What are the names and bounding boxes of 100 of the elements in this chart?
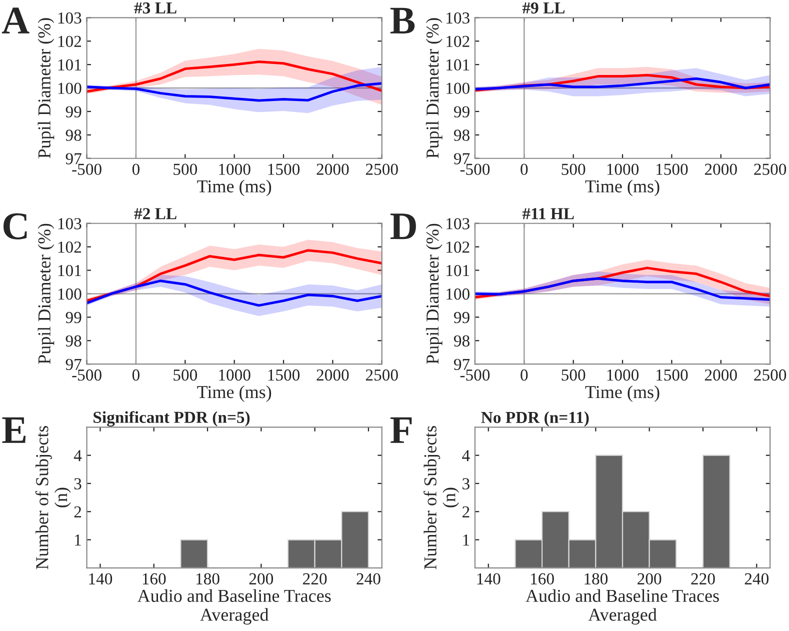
line-series: [86, 280, 382, 307]
y-tick-label: 101: [58, 264, 81, 276]
y-tick-label: 2: [462, 506, 470, 518]
y-tick-label: 101: [446, 264, 470, 276]
line-series: [86, 82, 382, 102]
x-tick-label: 160: [142, 573, 166, 584]
x-tick-label: 1000: [219, 369, 250, 381]
x-tick-label: 160: [531, 573, 554, 584]
text: E: [2, 417, 26, 443]
y-tick-label: 102: [446, 36, 470, 48]
x-tick-label: 500: [174, 164, 198, 175]
x-tick-label: 0: [520, 369, 528, 381]
y-axis-title: Pupil Diameter (%): [38, 224, 54, 364]
x-axis-title: Time (ms): [197, 180, 272, 196]
x-tick-label: 180: [584, 573, 608, 584]
x-axis-title: Time (ms): [197, 385, 272, 402]
chart-title: #9 LL: [522, 2, 565, 14]
y-tick-label: 3: [74, 478, 82, 490]
chart-title: No PDR (n=11): [481, 411, 589, 426]
y-tick-label: 101: [446, 59, 470, 71]
chart-title: #11 HL: [522, 208, 574, 220]
x-tick-label: 1000: [219, 164, 250, 175]
line-series: [86, 60, 382, 93]
x-tick-label: -500: [460, 369, 490, 381]
line-series: [474, 277, 770, 301]
y-axis-title: Pupil Diameter (%): [426, 224, 442, 364]
y-tick-label: 98: [454, 130, 470, 141]
x-tick-label: 2000: [704, 369, 737, 381]
y-tick-label: 100: [58, 288, 82, 300]
y-tick-label: 103: [446, 218, 470, 230]
y-tick-label: 2: [74, 506, 82, 518]
x-tick-label: 2500: [366, 369, 398, 381]
y-tick-label: 98: [66, 335, 82, 347]
y-tick-label: 103: [58, 12, 82, 24]
y-tick-label: 102: [58, 242, 82, 253]
x-tick-label: 140: [89, 573, 112, 584]
x-tick-label: 140: [477, 573, 500, 584]
y-tick-label: 103: [446, 12, 470, 24]
y-tick-label: 97: [454, 358, 470, 370]
text: A: [2, 8, 30, 34]
y-tick-label: 103: [58, 218, 82, 230]
x-tick-label: -500: [460, 164, 490, 175]
chart-title: #2 LL: [134, 208, 176, 220]
x-tick-label: 1500: [656, 369, 688, 381]
x-axis-title: Time (ms): [585, 180, 660, 196]
text: C: [3, 213, 27, 240]
y-tick-label: 98: [454, 335, 470, 347]
y-tick-label: 100: [446, 288, 470, 300]
y-tick-label: 99: [454, 312, 470, 324]
x-tick-label: 2000: [316, 369, 349, 381]
x-tick-label: 0: [520, 164, 528, 175]
y-axis-title: Number of Subjects (n): [35, 426, 71, 570]
x-tick-label: 1500: [268, 369, 300, 381]
x-tick-label: 1500: [268, 164, 300, 175]
y-tick-label: 4: [74, 450, 82, 462]
x-tick-label: 240: [356, 573, 380, 584]
x-tick-label: 2500: [366, 164, 398, 175]
x-tick-label: 500: [562, 369, 586, 381]
y-tick-label: 1: [463, 534, 470, 546]
x-tick-label: 2000: [316, 164, 349, 175]
y-axis-title: Pupil Diameter (%): [426, 18, 442, 158]
x-axis-title: Audio and Baseline Traces Averaged: [137, 589, 331, 625]
y-tick-label: 102: [446, 242, 470, 253]
x-tick-label: 0: [132, 164, 140, 175]
y-tick-label: 100: [58, 82, 82, 94]
line-series: [474, 77, 770, 90]
x-tick-label: 180: [196, 573, 220, 584]
x-tick-label: 220: [303, 573, 327, 584]
y-tick-label: 97: [454, 153, 470, 164]
x-tick-label: 200: [638, 573, 662, 584]
text: B: [390, 8, 415, 34]
x-tick-label: 240: [744, 573, 769, 584]
y-tick-label: 4: [462, 450, 470, 462]
x-tick-label: 0: [132, 369, 140, 381]
y-tick-label: 97: [66, 153, 82, 164]
y-tick-label: 99: [66, 312, 82, 324]
x-tick-label: 220: [691, 573, 715, 584]
x-tick-label: -500: [72, 164, 102, 175]
x-tick-label: 2000: [704, 164, 737, 175]
x-tick-label: 200: [249, 573, 274, 584]
x-axis-title: Time (ms): [585, 385, 660, 402]
y-tick-label: 99: [454, 106, 470, 118]
y-axis-title: Pupil Diameter (%): [38, 18, 54, 158]
x-tick-label: 1500: [656, 164, 688, 175]
x-tick-label: 1000: [607, 369, 639, 381]
x-tick-label: 500: [174, 369, 198, 381]
x-tick-label: 1000: [607, 164, 639, 175]
y-tick-label: 99: [66, 106, 82, 118]
text: D: [390, 214, 416, 240]
x-tick-label: 500: [562, 164, 586, 175]
y-tick-label: 97: [66, 358, 82, 370]
y-tick-label: 1: [75, 534, 81, 546]
x-tick-label: 2500: [754, 164, 786, 175]
y-tick-label: 98: [66, 130, 82, 141]
x-tick-label: 2500: [754, 369, 786, 381]
chart-title: #3 LL: [134, 2, 176, 14]
chart-title: Significant PDR (n=5): [94, 411, 250, 426]
text: F: [390, 417, 412, 443]
y-tick-label: 100: [446, 82, 470, 94]
x-tick-label: -500: [72, 369, 102, 381]
